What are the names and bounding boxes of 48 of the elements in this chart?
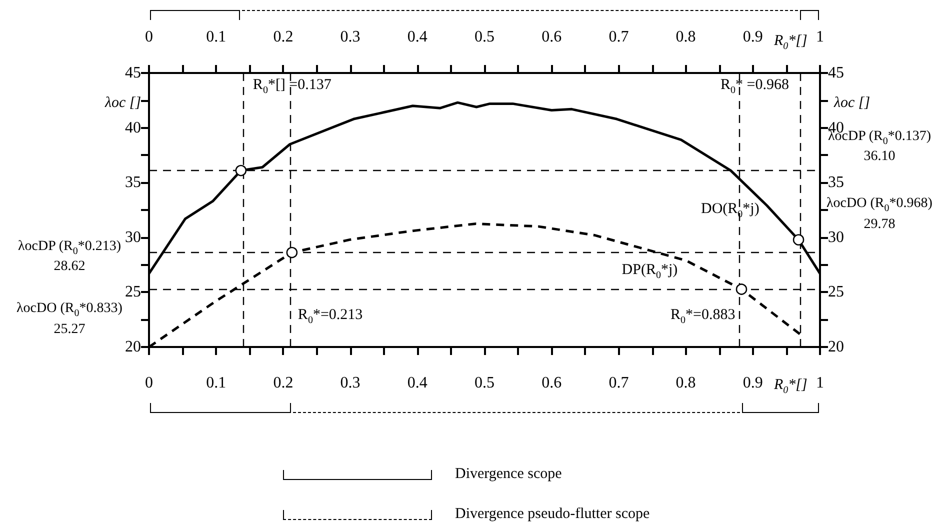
point: [235, 164, 247, 176]
ref-line-label: λocDO (R$_{0}$*0.833) 25.27: [16, 301, 122, 338]
text: Divergence scope: [455, 466, 562, 482]
x2-tick-label: 0.4: [407, 28, 428, 46]
ref-line-label: λocDP (R$_{0}$*0.213) 28.62: [18, 238, 122, 276]
x2-tick-label: 0.7: [608, 28, 629, 46]
point: [736, 284, 748, 295]
ref-line-label: R$_{0}$*=0.213: [298, 307, 363, 328]
x-tick-label: 0.1: [206, 374, 226, 392]
x-tick-label: 0: [145, 374, 153, 392]
y-tick-label: 30: [125, 228, 141, 246]
ref-line-label: R$_{0}$*[] =0.137: [252, 77, 332, 98]
x2-tick-label: 0.8: [676, 28, 696, 46]
x-tick-label: 0.4: [407, 374, 428, 392]
x2-tick-label: 0: [145, 28, 153, 46]
x2-tick-label: 1: [816, 28, 824, 46]
x2-axis-title: R$_{0}$*[]: [774, 33, 808, 54]
x-tick-label: 0.8: [676, 374, 696, 392]
x2-tick-label: 0.3: [340, 28, 360, 46]
y-tick-label: 40: [125, 119, 141, 136]
x-tick-label: 1: [816, 374, 824, 392]
x-tick-label: 0.2: [273, 374, 294, 392]
y-tick-label: 35: [125, 174, 141, 192]
point: [286, 246, 298, 258]
y2-tick-label: 20: [828, 338, 844, 356]
y2-tick-label: 35: [828, 174, 844, 192]
x-tick-label: 0.9: [742, 374, 763, 392]
y2-tick-label: 45: [828, 64, 844, 82]
x-tick-label: 0.7: [608, 374, 629, 392]
y2-axis-title: λoc []: [834, 95, 870, 111]
x-tick-label: 0.3: [340, 374, 360, 392]
text: Divergence pseudo-flutter scope: [455, 506, 650, 522]
ref-line-label: R$_{0}$*=0.883: [670, 307, 736, 328]
y-axis-title: λoc []: [105, 95, 142, 111]
x2-tick-label: 0.5: [474, 28, 494, 46]
x2-tick-label: 0.2: [273, 28, 294, 46]
series-label: DP(R$_{0}$*j): [622, 262, 678, 284]
y2-tick-label: 25: [828, 284, 844, 301]
x2-tick-label: 0.6: [542, 28, 562, 46]
x-tick-label: 0.6: [542, 374, 562, 392]
x2-tick-label: 0.9: [742, 28, 763, 46]
y-tick-label: 25: [125, 284, 141, 301]
point: [792, 234, 804, 246]
y-tick-label: 20: [125, 338, 141, 356]
y-tick-label: 45: [125, 64, 141, 82]
x2-tick-label: 0.1: [206, 28, 226, 46]
x-tick-label: 0.5: [474, 374, 494, 392]
x-axis-title: R$_{0}$*[]: [774, 377, 808, 398]
